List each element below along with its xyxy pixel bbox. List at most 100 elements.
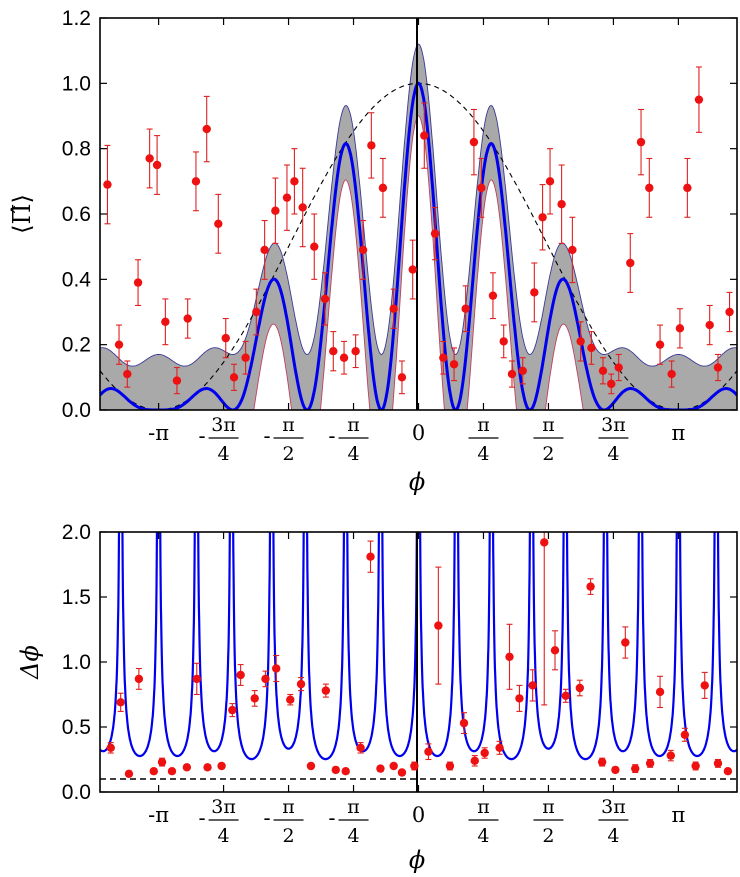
- data-point: [575, 683, 585, 693]
- uncertainty-band: [100, 43, 737, 410]
- x-tick-label: π: [671, 803, 685, 827]
- data-point: [621, 638, 630, 647]
- y-tick-label: 0.8: [62, 138, 91, 161]
- data-point: [723, 767, 733, 776]
- tick-text: 0: [412, 803, 425, 827]
- data-point: [133, 278, 143, 287]
- data-point: [477, 183, 486, 193]
- data-points: [103, 66, 734, 395]
- data-point: [408, 265, 417, 274]
- data-point: [356, 743, 365, 752]
- data-point: [518, 366, 527, 375]
- data-point: [272, 664, 281, 673]
- theory-line: [532, 532, 565, 750]
- top-chart: 0.00.20.40.60.81.01.2 -π 3π4- π2- π4- 0 π4π23…: [8, 7, 738, 496]
- data-point: [114, 340, 124, 349]
- data-point: [290, 177, 299, 186]
- data-point: [221, 333, 230, 343]
- data-point: [420, 131, 429, 140]
- x-tick-label: π4: [468, 414, 499, 465]
- data-point: [192, 674, 201, 684]
- data-point: [241, 353, 250, 362]
- data-point: [614, 363, 623, 372]
- y-tick-label: 0.2: [62, 334, 91, 357]
- theory-line: [159, 532, 196, 758]
- data-point: [410, 761, 419, 771]
- data-point: [271, 206, 280, 215]
- y-tick-label: 1.2: [62, 7, 91, 30]
- fraction-denominator: 4: [347, 825, 359, 847]
- data-point: [306, 761, 316, 771]
- y-axis-label: Δϕ: [16, 645, 44, 680]
- data-point: [434, 621, 443, 630]
- data-point: [461, 304, 470, 313]
- theory-line: [121, 532, 159, 758]
- data-point: [694, 95, 704, 104]
- fraction-denominator: 2: [283, 825, 295, 847]
- data-point: [561, 691, 570, 700]
- data-point: [106, 743, 115, 752]
- data-point: [568, 245, 577, 255]
- fraction-denominator: 4: [607, 443, 619, 465]
- fraction-numerator: 3π: [211, 414, 236, 436]
- fraction-denominator: 4: [477, 825, 489, 847]
- data-point: [282, 193, 292, 202]
- x-tick-label: -π: [148, 421, 169, 445]
- data-point: [499, 337, 508, 346]
- data-point: [341, 767, 350, 776]
- y-tick-label: 0.0: [62, 399, 91, 422]
- data-point: [645, 759, 655, 768]
- data-point: [636, 137, 646, 147]
- data-point: [424, 747, 433, 756]
- data-point: [339, 353, 349, 362]
- data-point: [598, 366, 608, 375]
- fraction-denominator: 4: [218, 443, 230, 465]
- x-tick-label: 3π 4-: [198, 796, 239, 847]
- data-point: [459, 718, 469, 728]
- data-point: [495, 743, 504, 752]
- data-point: [367, 141, 376, 150]
- fraction-numerator: π: [477, 796, 490, 818]
- theory-line: [381, 532, 418, 758]
- fraction-denominator: 4: [477, 443, 489, 465]
- minus-sign: -: [198, 424, 205, 448]
- fraction-numerator: π: [347, 414, 360, 436]
- data-point: [576, 337, 585, 346]
- y-tick-label: 0.5: [62, 716, 91, 739]
- y-tick-label: 1.0: [62, 72, 91, 95]
- fraction-numerator: 3π: [601, 414, 626, 436]
- data-point: [469, 137, 479, 147]
- x-tick-label: 0: [412, 803, 425, 827]
- data-point: [675, 324, 685, 333]
- data-point: [366, 552, 375, 561]
- data-point: [203, 763, 212, 772]
- fraction-numerator: π: [282, 796, 295, 818]
- data-point: [228, 705, 237, 715]
- data-point: [645, 183, 654, 193]
- data-point: [286, 695, 295, 704]
- data-point: [191, 177, 201, 186]
- data-point: [515, 694, 524, 703]
- data-point: [680, 730, 690, 739]
- data-point: [229, 373, 239, 382]
- x-tick-label: 3π4: [598, 414, 629, 465]
- data-point: [321, 686, 331, 695]
- data-point: [445, 761, 455, 771]
- x-tick-label: π4: [468, 796, 499, 847]
- fraction-denominator: 2: [542, 825, 554, 847]
- theory-line: [678, 532, 716, 758]
- data-point: [607, 379, 616, 389]
- data-point: [250, 694, 259, 703]
- data-point: [378, 183, 388, 193]
- fraction-denominator: 4: [218, 825, 230, 847]
- data-point: [550, 646, 560, 655]
- data-point: [331, 765, 340, 775]
- data-point: [713, 759, 723, 768]
- theory-line: [716, 532, 737, 753]
- data-point: [329, 347, 338, 356]
- x-tick-label: 0: [412, 421, 425, 445]
- data-point: [182, 763, 192, 772]
